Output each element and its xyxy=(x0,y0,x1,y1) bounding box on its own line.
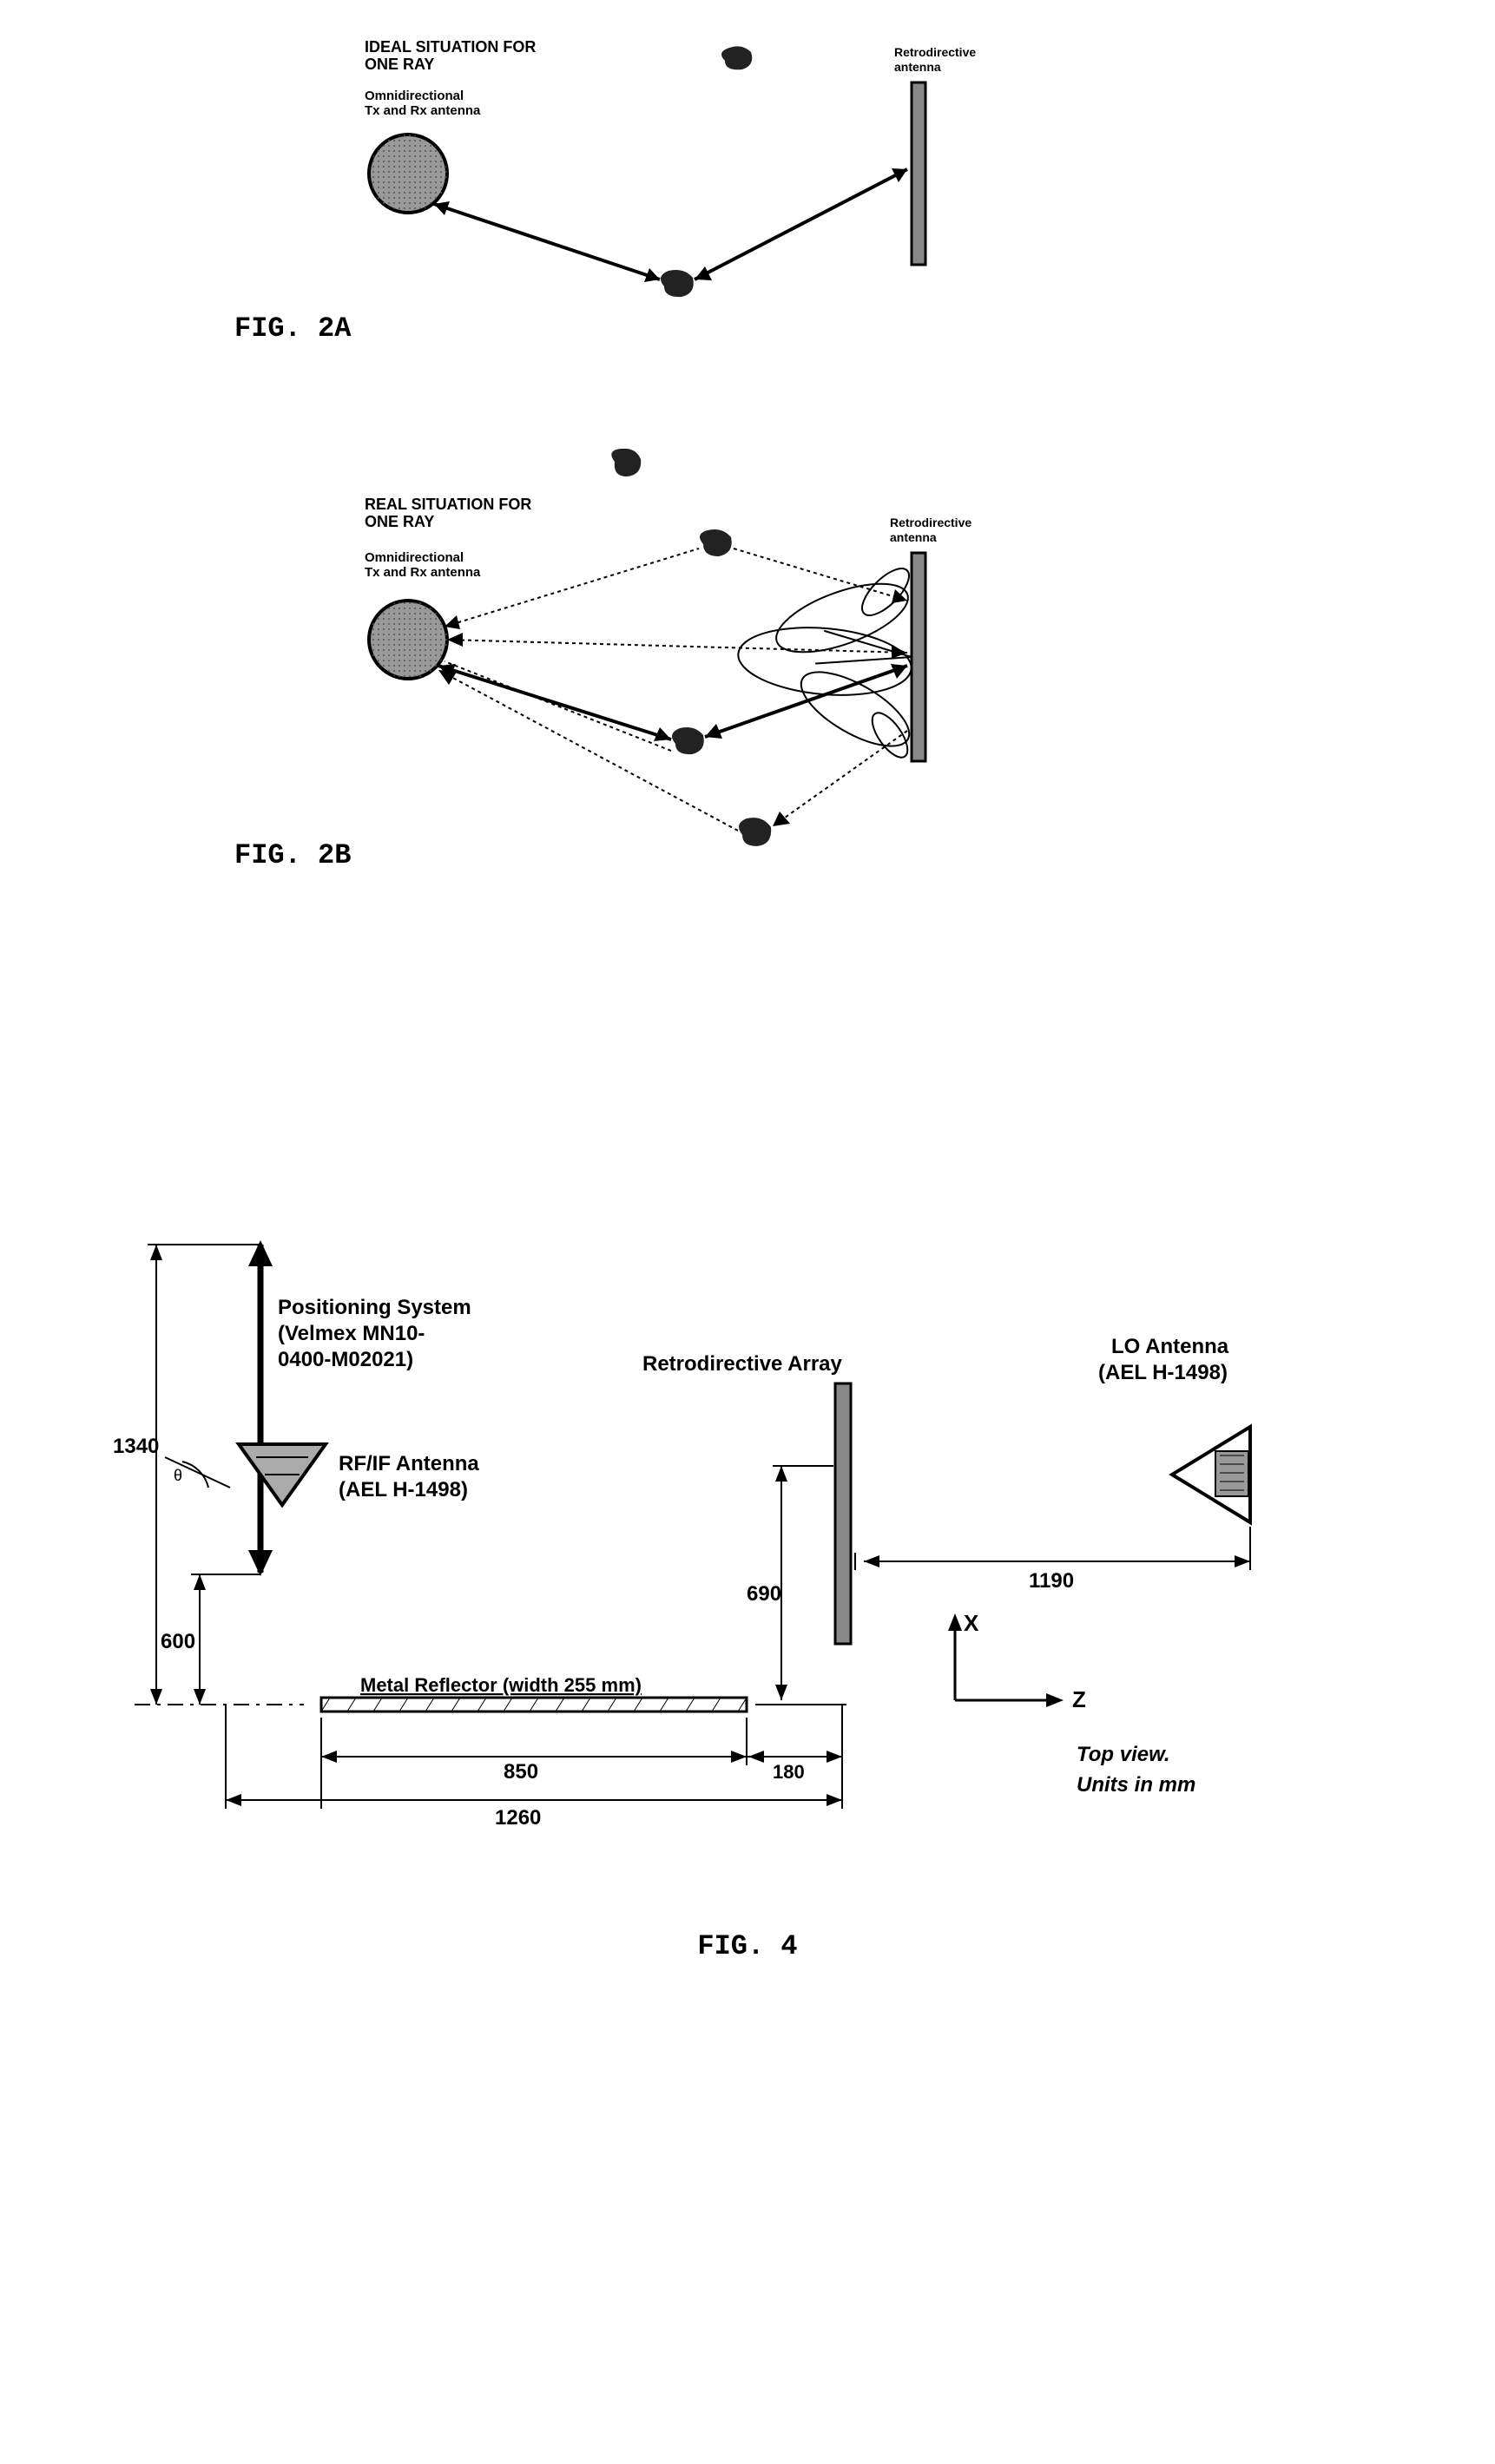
ray-line xyxy=(705,666,907,737)
fig2a-diagram: IDEAL SITUATION FOR ONE RAY Omnidirectio… xyxy=(252,35,1460,347)
rfif-label1: RF/IF Antenna xyxy=(339,1452,479,1475)
omni-antenna-pattern xyxy=(369,601,447,679)
lo-label1: LO Antenna xyxy=(1111,1335,1229,1358)
retro-antenna-icon xyxy=(912,553,925,761)
reflector-label: Metal Reflector (width 255 mm) xyxy=(360,1674,642,1696)
fig2a-title-line1: IDEAL SITUATION FOR xyxy=(365,38,536,56)
fig2b-omni-label1: Omnidirectional xyxy=(365,550,464,565)
axis-x-label: X xyxy=(964,1610,979,1636)
fig2b-omni-label2: Tx and Rx antenna xyxy=(365,565,481,580)
dim-1260: 1260 xyxy=(495,1806,541,1830)
retro-array-label: Retrodirective Array xyxy=(642,1352,843,1376)
fig2b-retro-label1: Retrodirective xyxy=(890,516,971,529)
arrow-head-icon xyxy=(194,1689,206,1705)
rfif-label2: (AEL H-1498) xyxy=(339,1478,468,1501)
reflector-icon xyxy=(672,727,704,754)
dotted-ray xyxy=(445,549,699,627)
pos-sys-label1: Positioning System xyxy=(278,1296,471,1319)
scatterer-icon xyxy=(721,46,752,69)
lo-antenna-hatch xyxy=(1215,1451,1248,1496)
arrow-head-icon xyxy=(773,811,790,826)
arrow-head-icon xyxy=(321,1751,337,1763)
fig2a-omni-label1: Omnidirectional xyxy=(365,89,464,103)
dim-180: 180 xyxy=(773,1761,805,1783)
dim-600: 600 xyxy=(161,1630,195,1653)
arrow-head-icon xyxy=(948,1613,962,1631)
scatterer-icon xyxy=(739,818,771,846)
fig2b-diagram: REAL SITUATION FOR ONE RAY Omnidirection… xyxy=(252,492,1460,874)
fig2b-title-line1: REAL SITUATION FOR xyxy=(365,496,531,513)
fig2a-retro-label2: antenna xyxy=(894,60,941,74)
arrow-head-icon xyxy=(775,1685,787,1700)
arrow-head-icon xyxy=(226,1794,241,1806)
arrow-head-icon xyxy=(1235,1555,1250,1567)
omni-antenna-pattern xyxy=(369,135,447,213)
scatterer-icon xyxy=(611,449,641,476)
radiation-lobe xyxy=(816,631,912,664)
arrow-head-icon xyxy=(864,1555,879,1567)
arrow-head-icon xyxy=(775,1466,787,1482)
arrow-head-icon xyxy=(1046,1693,1064,1707)
arrow-head-icon xyxy=(150,1245,162,1260)
dim-690: 690 xyxy=(747,1582,781,1606)
ray-line xyxy=(695,169,907,279)
arrow-head-icon xyxy=(150,1689,162,1705)
reflector-icon xyxy=(661,270,694,297)
mid-scatterer xyxy=(252,449,1460,492)
fig2b-retro-label2: antenna xyxy=(890,530,937,544)
arrow-head-icon xyxy=(248,1550,273,1576)
retro-antenna-icon xyxy=(912,82,925,265)
view-label1: Top view. xyxy=(1077,1743,1170,1766)
fig4-label: FIG. 4 xyxy=(35,1930,1460,1962)
arrow-head-icon xyxy=(731,1751,747,1763)
arrow-head-icon xyxy=(827,1794,842,1806)
dim-1340: 1340 xyxy=(113,1435,159,1458)
arrow-head-icon xyxy=(748,1751,764,1763)
figure-2b-container: REAL SITUATION FOR ONE RAY Omnidirection… xyxy=(35,492,1460,871)
scatterer-icon xyxy=(700,529,732,556)
fig2a-retro-label1: Retrodirective xyxy=(894,45,976,59)
arrow-head-icon xyxy=(827,1751,842,1763)
fig2a-title-line2: ONE RAY xyxy=(365,56,434,73)
angle-theta: θ xyxy=(174,1467,182,1484)
axis-z-label: Z xyxy=(1072,1686,1086,1712)
figure-4-container: 1340 θ Positioning System (Velmex MN10- … xyxy=(35,1219,1460,1962)
dotted-ray xyxy=(734,549,907,601)
dotted-ray xyxy=(445,661,671,751)
radiation-lobe xyxy=(735,621,914,701)
fig2b-title-line2: ONE RAY xyxy=(365,513,434,530)
arrow-head-icon xyxy=(447,633,463,647)
pos-sys-label2: (Velmex MN10- xyxy=(278,1322,425,1345)
fig4-diagram: 1340 θ Positioning System (Velmex MN10- … xyxy=(87,1219,1460,1878)
fig2a-omni-label2: Tx and Rx antenna xyxy=(365,103,481,118)
ray-line xyxy=(438,666,671,739)
angle-arc xyxy=(182,1462,208,1488)
lo-label2: (AEL H-1498) xyxy=(1098,1361,1228,1384)
view-label2: Units in mm xyxy=(1077,1773,1195,1797)
retro-array-icon xyxy=(835,1383,851,1644)
ray-line xyxy=(434,204,660,279)
dim-1190: 1190 xyxy=(1029,1569,1074,1593)
arrow-head-icon xyxy=(194,1574,206,1590)
figure-2a-container: IDEAL SITUATION FOR ONE RAY Omnidirectio… xyxy=(35,35,1460,345)
pos-sys-label3: 0400-M02021) xyxy=(278,1348,413,1371)
dim-850: 850 xyxy=(504,1760,538,1784)
